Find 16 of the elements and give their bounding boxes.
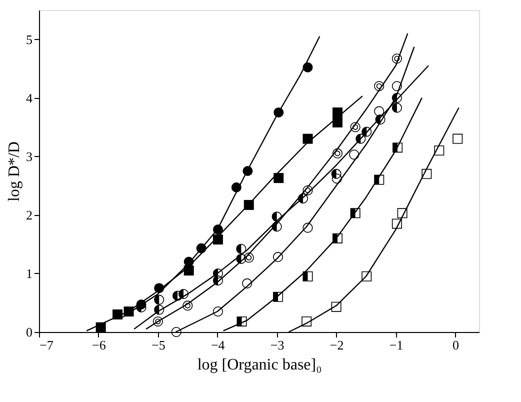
- x-tick-label: −7: [40, 338, 54, 352]
- y-tick-label: 3: [26, 148, 32, 164]
- x-axis-title: log [Organic base]₀: [197, 356, 322, 374]
- y-tick-label: 2: [26, 207, 32, 222]
- y-tick-label: 0: [26, 324, 32, 340]
- x-tick-label: −2: [330, 338, 344, 352]
- y-tick-label: 1: [26, 266, 32, 281]
- x-tick-label: −6: [92, 338, 106, 352]
- y-tick-label: 5: [26, 32, 32, 47]
- x-tick-label: −4: [210, 338, 226, 352]
- x-tick-label: −1: [389, 338, 404, 352]
- x-tick-label: −5: [151, 338, 166, 352]
- y-axis-title: log D*/D: [6, 142, 23, 202]
- y-tick-label: 4: [26, 90, 33, 106]
- x-tick-label: −3: [270, 338, 284, 352]
- x-tick-label: 0: [452, 338, 459, 352]
